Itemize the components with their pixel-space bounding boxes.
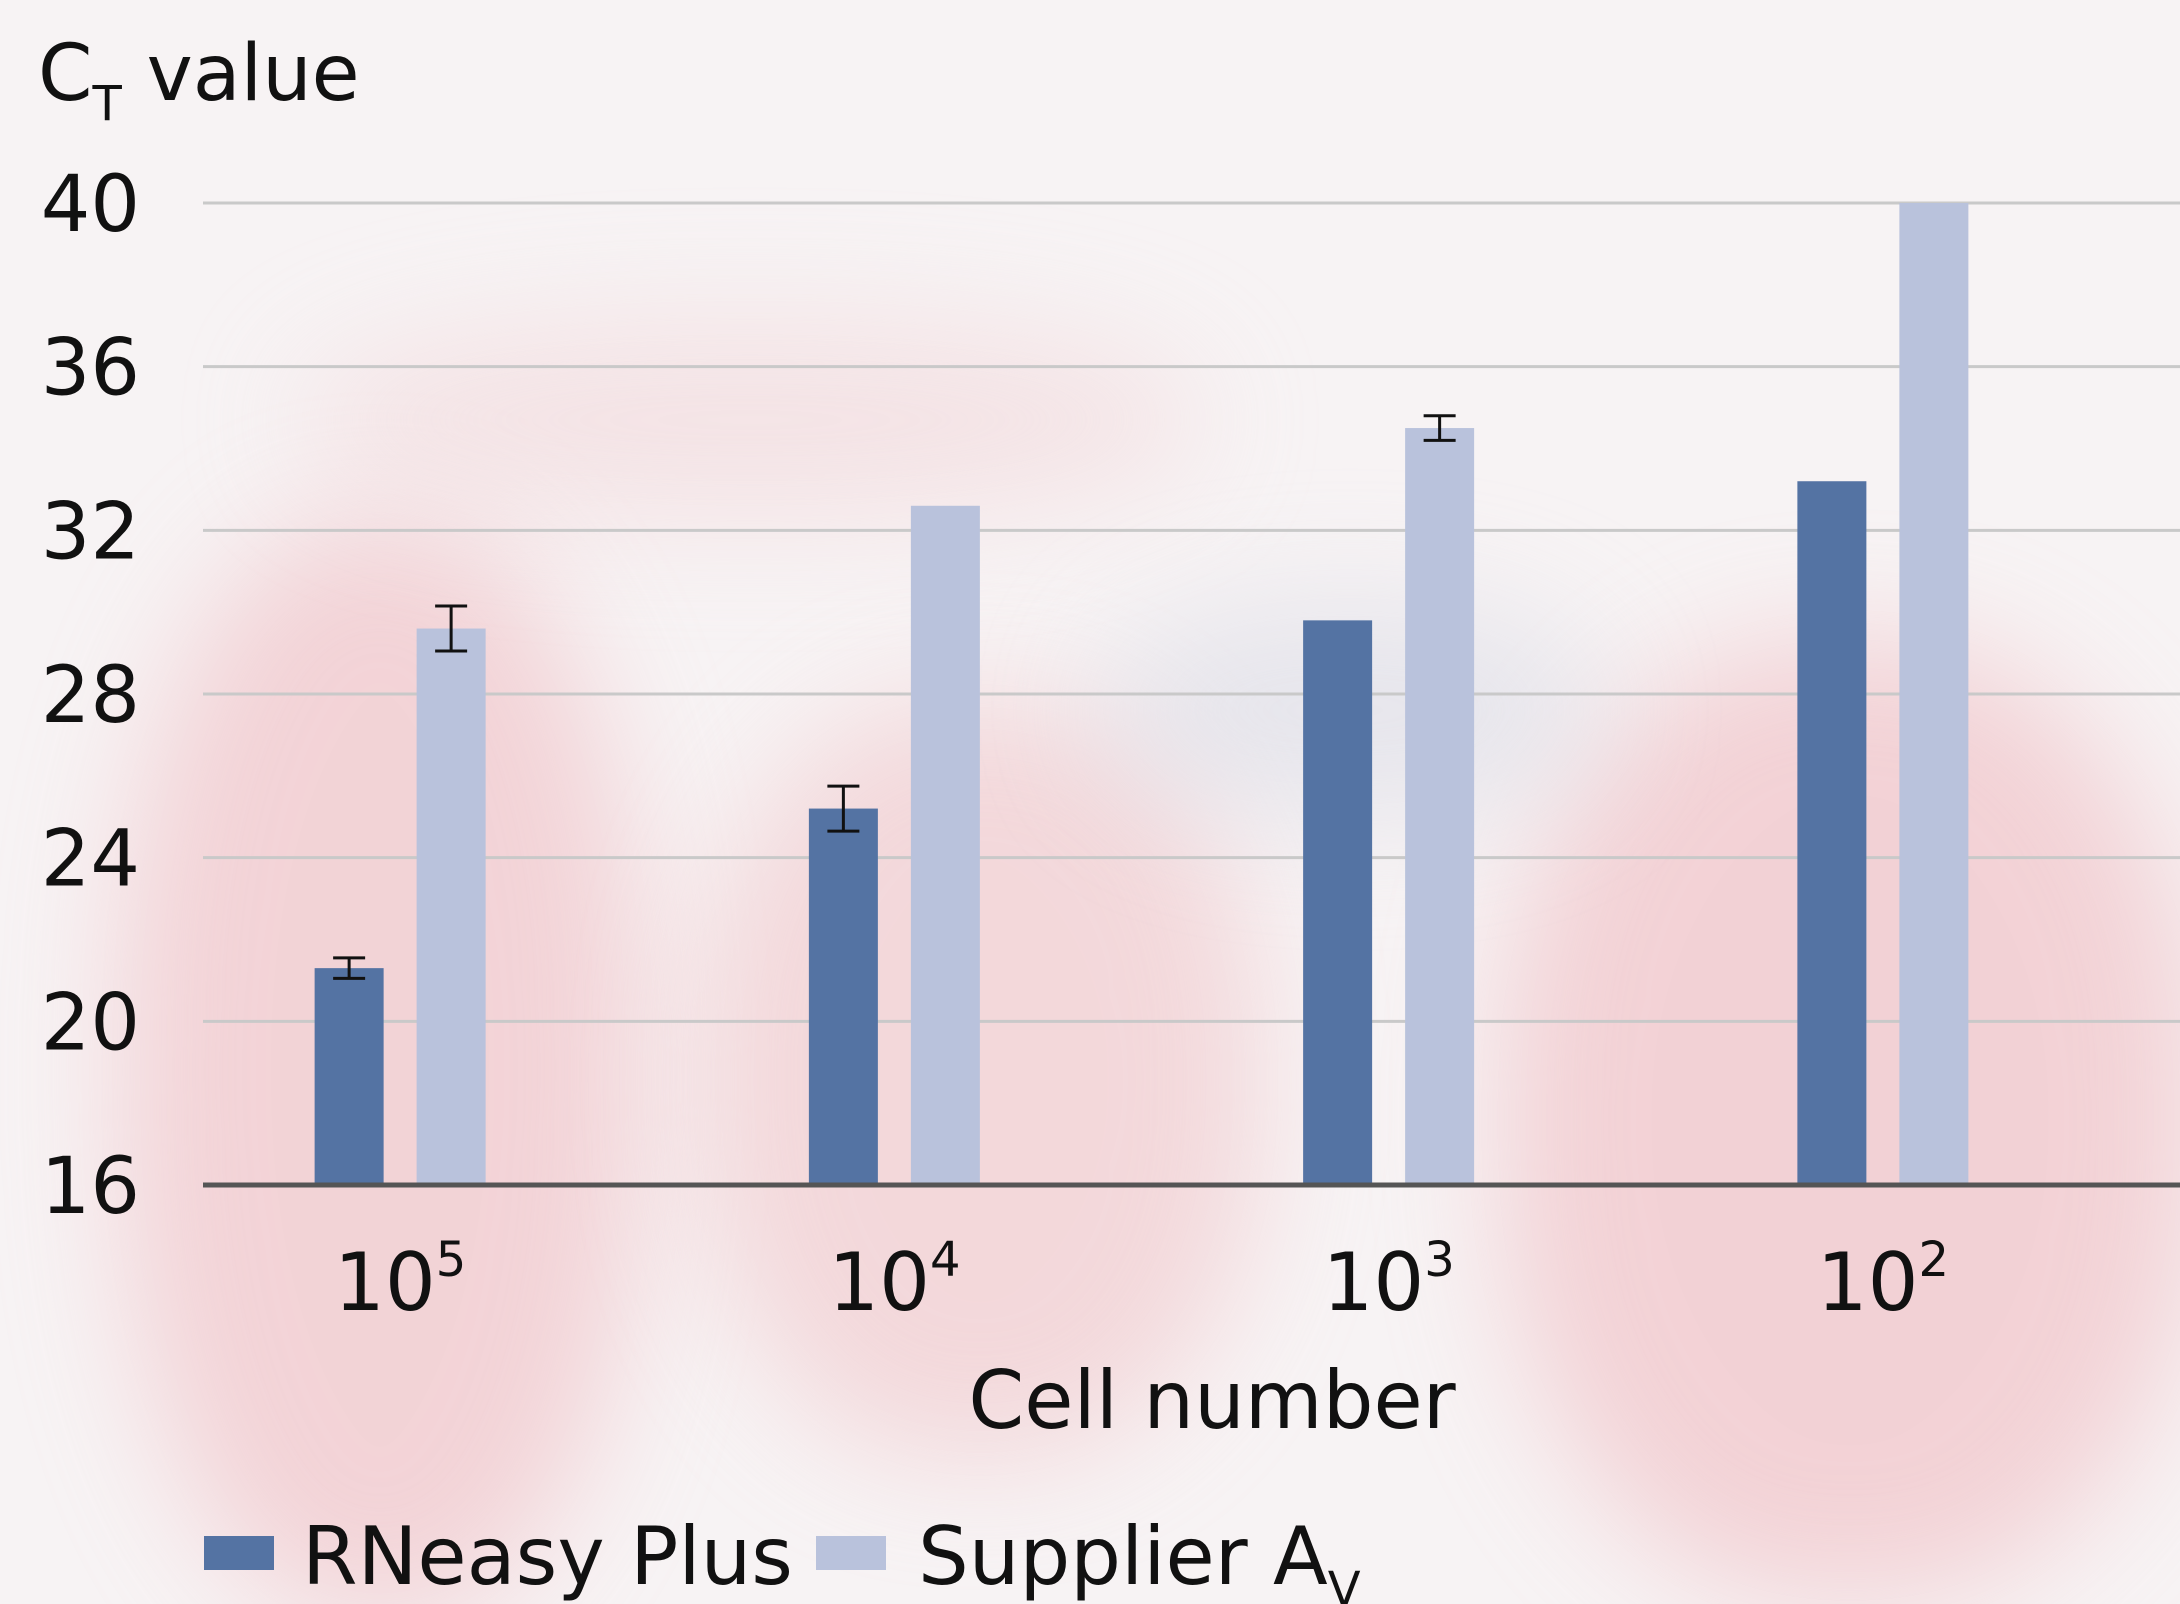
bar-1-3 [1899,203,1969,1185]
gridlines [203,201,2180,1023]
y-tick-label: 24 [41,815,140,905]
legend-label-supplier-a: Supplier AV [918,1510,1361,1604]
x-axis-ticks: 105 104 103 102 [334,1232,1949,1329]
bar-1-1 [910,505,980,1185]
bar-1-0 [416,628,486,1185]
y-tick-label: 32 [41,487,140,577]
y-tick-label: 40 [41,160,140,250]
x-axis-label: Cell number [968,1354,1455,1447]
y-tick-label: 36 [41,324,140,414]
y-tick-label: 28 [41,651,140,741]
bar-0-1 [808,808,878,1185]
bar-0-3 [1797,481,1867,1185]
legend-label-rneasy-plus: RNeasy Plus [302,1510,793,1603]
bar-0-0 [314,968,384,1185]
x-tick-label: 105 [334,1232,466,1329]
y-axis-label: CT value [38,29,360,132]
x-tick-label: 104 [828,1232,960,1329]
x-tick-label: 103 [1322,1232,1454,1329]
bars [314,203,1969,1186]
legend: RNeasy Plus Supplier AV [204,1510,1361,1604]
bar-0-2 [1303,620,1373,1185]
y-axis-ticks: 16 20 24 28 32 36 40 [41,160,140,1232]
legend-swatch-supplier-a [816,1536,886,1570]
legend-swatch-rneasy-plus [204,1536,274,1570]
y-tick-label: 16 [41,1142,140,1232]
bar-1-2 [1405,428,1475,1186]
y-tick-label: 20 [41,978,140,1068]
x-tick-label: 102 [1817,1232,1949,1329]
error-bars [333,414,1456,980]
